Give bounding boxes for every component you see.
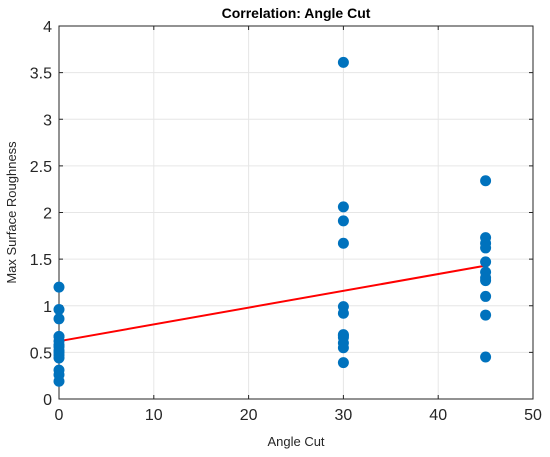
fit-lines bbox=[58, 264, 486, 343]
y-axis-label: Max Surface Roughness bbox=[4, 141, 19, 284]
data-point bbox=[53, 303, 65, 315]
data-point bbox=[53, 313, 65, 325]
data-point bbox=[480, 175, 492, 187]
data-point bbox=[337, 201, 349, 213]
data-point bbox=[337, 56, 349, 68]
data-point bbox=[480, 309, 492, 321]
y-tick-label: 2.5 bbox=[30, 159, 52, 176]
y-tick-label: 3 bbox=[43, 112, 52, 129]
x-tick-label: 50 bbox=[524, 407, 542, 424]
data-point bbox=[337, 357, 349, 369]
y-axis-ticks: 0 0.5 1 1.5 2 2.5 3 3.5 4 bbox=[30, 19, 533, 409]
x-tick-label: 0 bbox=[55, 407, 64, 424]
y-tick-label: 1 bbox=[43, 299, 52, 316]
data-point bbox=[480, 290, 492, 302]
data-point bbox=[337, 215, 349, 227]
x-tick-label: 30 bbox=[335, 407, 353, 424]
data-point bbox=[53, 346, 65, 358]
y-tick-label: 0 bbox=[43, 392, 52, 409]
x-tick-label: 40 bbox=[429, 407, 447, 424]
data-point bbox=[480, 242, 492, 254]
x-tick-label: 20 bbox=[240, 407, 258, 424]
y-tick-label: 0.5 bbox=[30, 345, 52, 362]
y-tick-label: 4 bbox=[43, 19, 52, 36]
data-point bbox=[337, 237, 349, 249]
data-point bbox=[480, 351, 492, 363]
data-point bbox=[337, 307, 349, 319]
data-point bbox=[53, 281, 65, 293]
y-tick-label: 1.5 bbox=[30, 252, 52, 269]
y-tick-label: 2 bbox=[43, 206, 52, 223]
x-axis-ticks: 0 10 20 30 40 50 bbox=[55, 26, 542, 424]
x-axis-label: Angle Cut bbox=[267, 434, 324, 449]
x-tick-label: 10 bbox=[145, 407, 163, 424]
regression-line bbox=[58, 264, 486, 343]
data-point bbox=[480, 256, 492, 268]
data-point bbox=[53, 375, 65, 387]
y-tick-label: 3.5 bbox=[30, 66, 52, 83]
data-points bbox=[53, 56, 492, 387]
data-point bbox=[480, 275, 492, 287]
data-point bbox=[53, 331, 65, 343]
data-point bbox=[337, 342, 349, 354]
data-point bbox=[337, 330, 349, 342]
chart-title: Correlation: Angle Cut bbox=[222, 5, 371, 21]
